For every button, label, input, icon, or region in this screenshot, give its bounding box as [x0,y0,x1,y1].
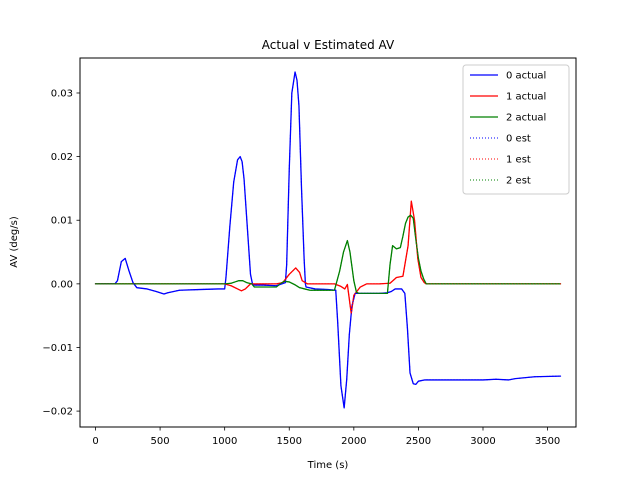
x-tick-label: 500 [151,436,170,447]
legend-label: 2 est [506,176,531,187]
legend-label: 0 est [506,134,531,145]
series-line-1-est [95,200,561,315]
y-tick-label: 0.03 [51,88,73,99]
y-tick-label: 0.00 [51,279,73,290]
plot-area [79,57,577,428]
y-axis: −0.02 −0.01 0.00 0.01 0.02 0.03 [42,88,80,418]
legend-label: 1 est [506,155,531,166]
series-line-0-est [95,71,561,409]
x-tick-label: 2500 [406,436,431,447]
chart-title: Actual v Estimated AV [262,38,395,52]
x-axis-label: Time (s) [307,460,349,471]
x-tick-label: 0 [92,436,98,447]
x-tick-label: 3500 [535,436,560,447]
series-line-2-est [95,214,561,294]
x-tick-label: 2000 [341,436,366,447]
x-tick-label: 1500 [277,436,302,447]
y-tick-label: 0.02 [51,152,73,163]
y-tick-label: 0.01 [51,216,73,227]
legend: 0 actual 1 actual 2 actual 0 est 1 est 2 est [462,64,570,195]
series-layer [94,71,562,409]
y-axis-label: AV (deg/s) [9,216,20,268]
x-tick-label: 1000 [212,436,237,447]
legend-frame [462,64,570,195]
x-axis: 0 500 1000 1500 2000 2500 3000 3500 [92,427,560,447]
legend-label: 2 actual [506,113,546,124]
x-tick-label: 3000 [470,436,495,447]
y-tick-label: −0.02 [42,407,73,418]
legend-label: 0 actual [506,71,546,82]
plot-frame [79,57,577,428]
y-tick-label: −0.01 [42,343,73,354]
legend-label: 1 actual [506,92,546,103]
